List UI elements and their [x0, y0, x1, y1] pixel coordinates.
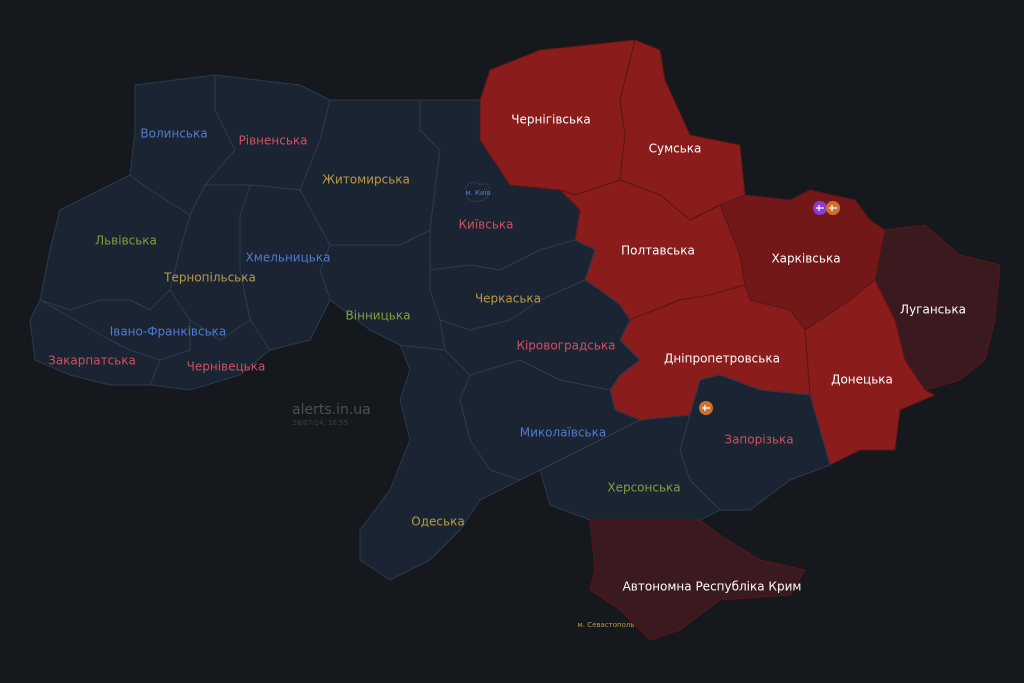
watermark-site: alerts.in.ua [292, 402, 371, 418]
region-label-ternopil: Тернопільська [163, 271, 256, 285]
region-label-lviv: Львівська [95, 234, 157, 248]
region-label-zaporizhzhia: Запорізька [724, 433, 793, 447]
region-label-mykolaiv: Миколаївська [520, 426, 606, 440]
region-label-chernihiv: Чернігівська [511, 113, 590, 127]
region-label-chernivtsi: Чернівецька [187, 360, 266, 374]
region-label-kharkiv: Харківська [771, 252, 840, 266]
region-vinnytsia[interactable] [319, 229, 446, 351]
region-label-zakarpattia: Закарпатська [48, 354, 136, 368]
city-label-sevastopol: м. Севастополь [577, 621, 634, 629]
region-odesa[interactable] [359, 344, 521, 581]
region-label-odesa: Одеська [411, 515, 464, 529]
region-donetsk[interactable] [804, 279, 936, 466]
artillery-icon-glyph [829, 205, 837, 211]
region-label-crimea: Автономна Республіка Крим [623, 580, 802, 594]
region-chernivtsi[interactable] [149, 319, 271, 391]
region-kyiv-city[interactable] [465, 181, 491, 202]
region-label-zhytomyr: Житомирська [322, 173, 410, 187]
watermark-timestamp: 28/07/24, 10:55 [292, 419, 349, 427]
region-label-kyiv-obl: Київська [459, 218, 514, 232]
region-label-kherson: Херсонська [607, 481, 680, 495]
region-label-rivne: Рівненська [239, 134, 308, 148]
artillery-icon-glyph [702, 405, 710, 411]
region-label-poltava: Полтавська [621, 244, 695, 258]
drone-icon-glyph [816, 205, 824, 211]
region-label-donetsk: Донецька [831, 373, 893, 387]
region-label-kirovohrad: Кіровоградська [516, 339, 615, 353]
region-label-cherkasy: Черкаська [475, 292, 541, 306]
region-label-vinnytsia: Вінницька [346, 309, 411, 323]
region-label-luhansk: Луганська [900, 303, 966, 317]
region-label-volyn: Волинська [140, 127, 207, 141]
city-label-kyiv-city: м. Київ [465, 189, 490, 197]
region-label-ivano-frankivsk: Івано-Франківська [110, 325, 227, 339]
region-crimea[interactable] [589, 519, 806, 641]
region-label-dnipro: Дніпропетровська [664, 352, 780, 366]
region-label-khmelnytskyi: Хмельницька [246, 251, 331, 265]
region-label-sumy: Сумська [649, 142, 702, 156]
